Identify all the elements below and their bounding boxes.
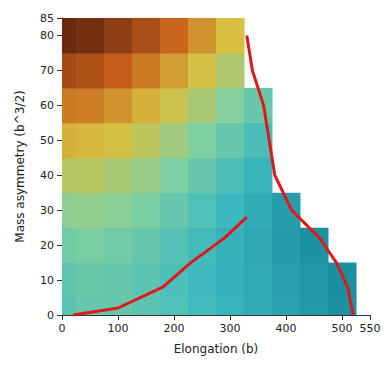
svg-text:85: 85 [40, 12, 54, 25]
svg-text:0: 0 [47, 309, 54, 322]
svg-text:40: 40 [40, 169, 54, 182]
svg-text:70: 70 [40, 64, 54, 77]
svg-text:50: 50 [40, 134, 54, 147]
svg-text:Mass asymmetry (b^3/2): Mass asymmetry (b^3/2) [13, 90, 27, 242]
svg-text:500: 500 [332, 322, 353, 335]
svg-text:550: 550 [360, 322, 381, 335]
svg-text:200: 200 [164, 322, 185, 335]
svg-text:20: 20 [40, 239, 54, 252]
svg-text:100: 100 [108, 322, 129, 335]
svg-text:80: 80 [40, 29, 54, 42]
svg-text:400: 400 [276, 322, 297, 335]
svg-text:60: 60 [40, 99, 54, 112]
svg-text:0: 0 [59, 322, 66, 335]
svg-text:Elongation (b): Elongation (b) [174, 342, 259, 356]
svg-text:30: 30 [40, 204, 54, 217]
svg-text:300: 300 [220, 322, 241, 335]
svg-text:10: 10 [40, 274, 54, 287]
